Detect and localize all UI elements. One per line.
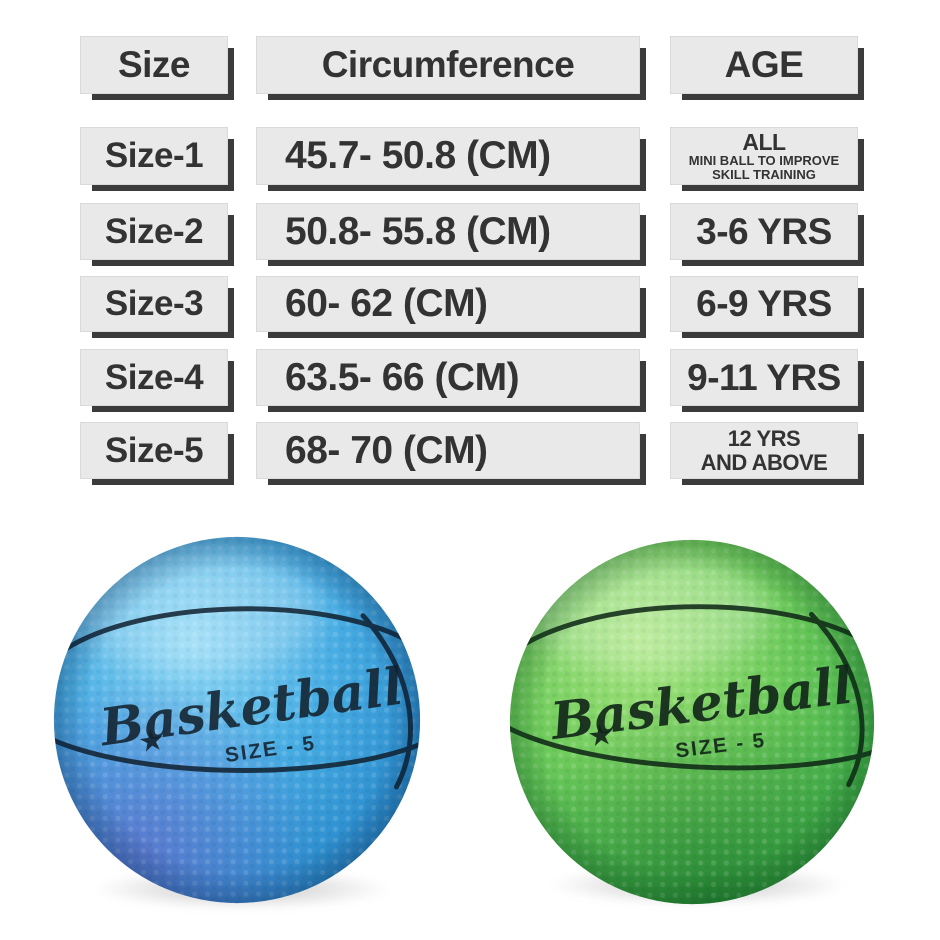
green-basketball-image: ★ Basketball SIZE - 5 <box>509 539 875 905</box>
size-1-label: Size-1 <box>104 136 204 175</box>
header-circumference: Circumference <box>256 36 640 94</box>
cell-size-5: Size-5 <box>80 422 228 479</box>
age-3-value: 6-9 YRS <box>696 283 832 324</box>
circumference-5-value: 68- 70 (CM) <box>285 428 488 472</box>
header-size-label: Size <box>117 44 191 85</box>
cell-circumference-3: 60- 62 (CM) <box>256 276 640 332</box>
cell-age-2: 3-6 YRS <box>670 203 858 260</box>
cell-age-1: ALL MINI BALL TO IMPROVE SKILL TRAINING <box>670 127 858 185</box>
cell-age-4: 9-11 YRS <box>670 349 858 406</box>
circumference-1-value: 45.7- 50.8 (CM) <box>285 134 551 177</box>
header-size: Size <box>80 36 228 94</box>
cell-size-2: Size-2 <box>80 203 228 260</box>
size-5-label: Size-5 <box>104 430 204 470</box>
cell-age-3: 6-9 YRS <box>670 276 858 332</box>
circumference-2-value: 50.8- 55.8 (CM) <box>285 209 551 253</box>
header-age: AGE <box>670 36 858 94</box>
size-3-label: Size-3 <box>104 284 204 323</box>
cell-circumference-4: 63.5- 66 (CM) <box>256 349 640 406</box>
age-1-line2: MINI BALL TO IMPROVE <box>688 153 840 169</box>
size-2-label: Size-2 <box>104 211 204 251</box>
header-circumference-label: Circumference <box>321 44 575 85</box>
cell-age-5: 12 YRS AND ABOVE <box>670 422 858 479</box>
header-age-label: AGE <box>724 44 804 85</box>
cell-circumference-2: 50.8- 55.8 (CM) <box>256 203 640 260</box>
age-4-value: 9-11 YRS <box>687 356 841 398</box>
cell-circumference-1: 45.7- 50.8 (CM) <box>256 127 640 185</box>
cell-size-4: Size-4 <box>80 349 228 406</box>
size-4-label: Size-4 <box>104 357 204 397</box>
age-2-value: 3-6 YRS <box>696 210 832 252</box>
cell-circumference-5: 68- 70 (CM) <box>256 422 640 479</box>
age-5-line2: AND ABOVE <box>700 449 828 475</box>
cell-size-1: Size-1 <box>80 127 228 185</box>
circumference-3-value: 60- 62 (CM) <box>285 282 488 325</box>
cell-size-3: Size-3 <box>80 276 228 332</box>
blue-basketball-image: ★ Basketball SIZE - 5 <box>53 536 421 904</box>
age-5-line1: 12 YRS <box>727 426 801 452</box>
age-1-line3: SKILL TRAINING <box>712 167 816 183</box>
circumference-4-value: 63.5- 66 (CM) <box>285 355 520 399</box>
age-1-line1: ALL <box>742 129 786 156</box>
